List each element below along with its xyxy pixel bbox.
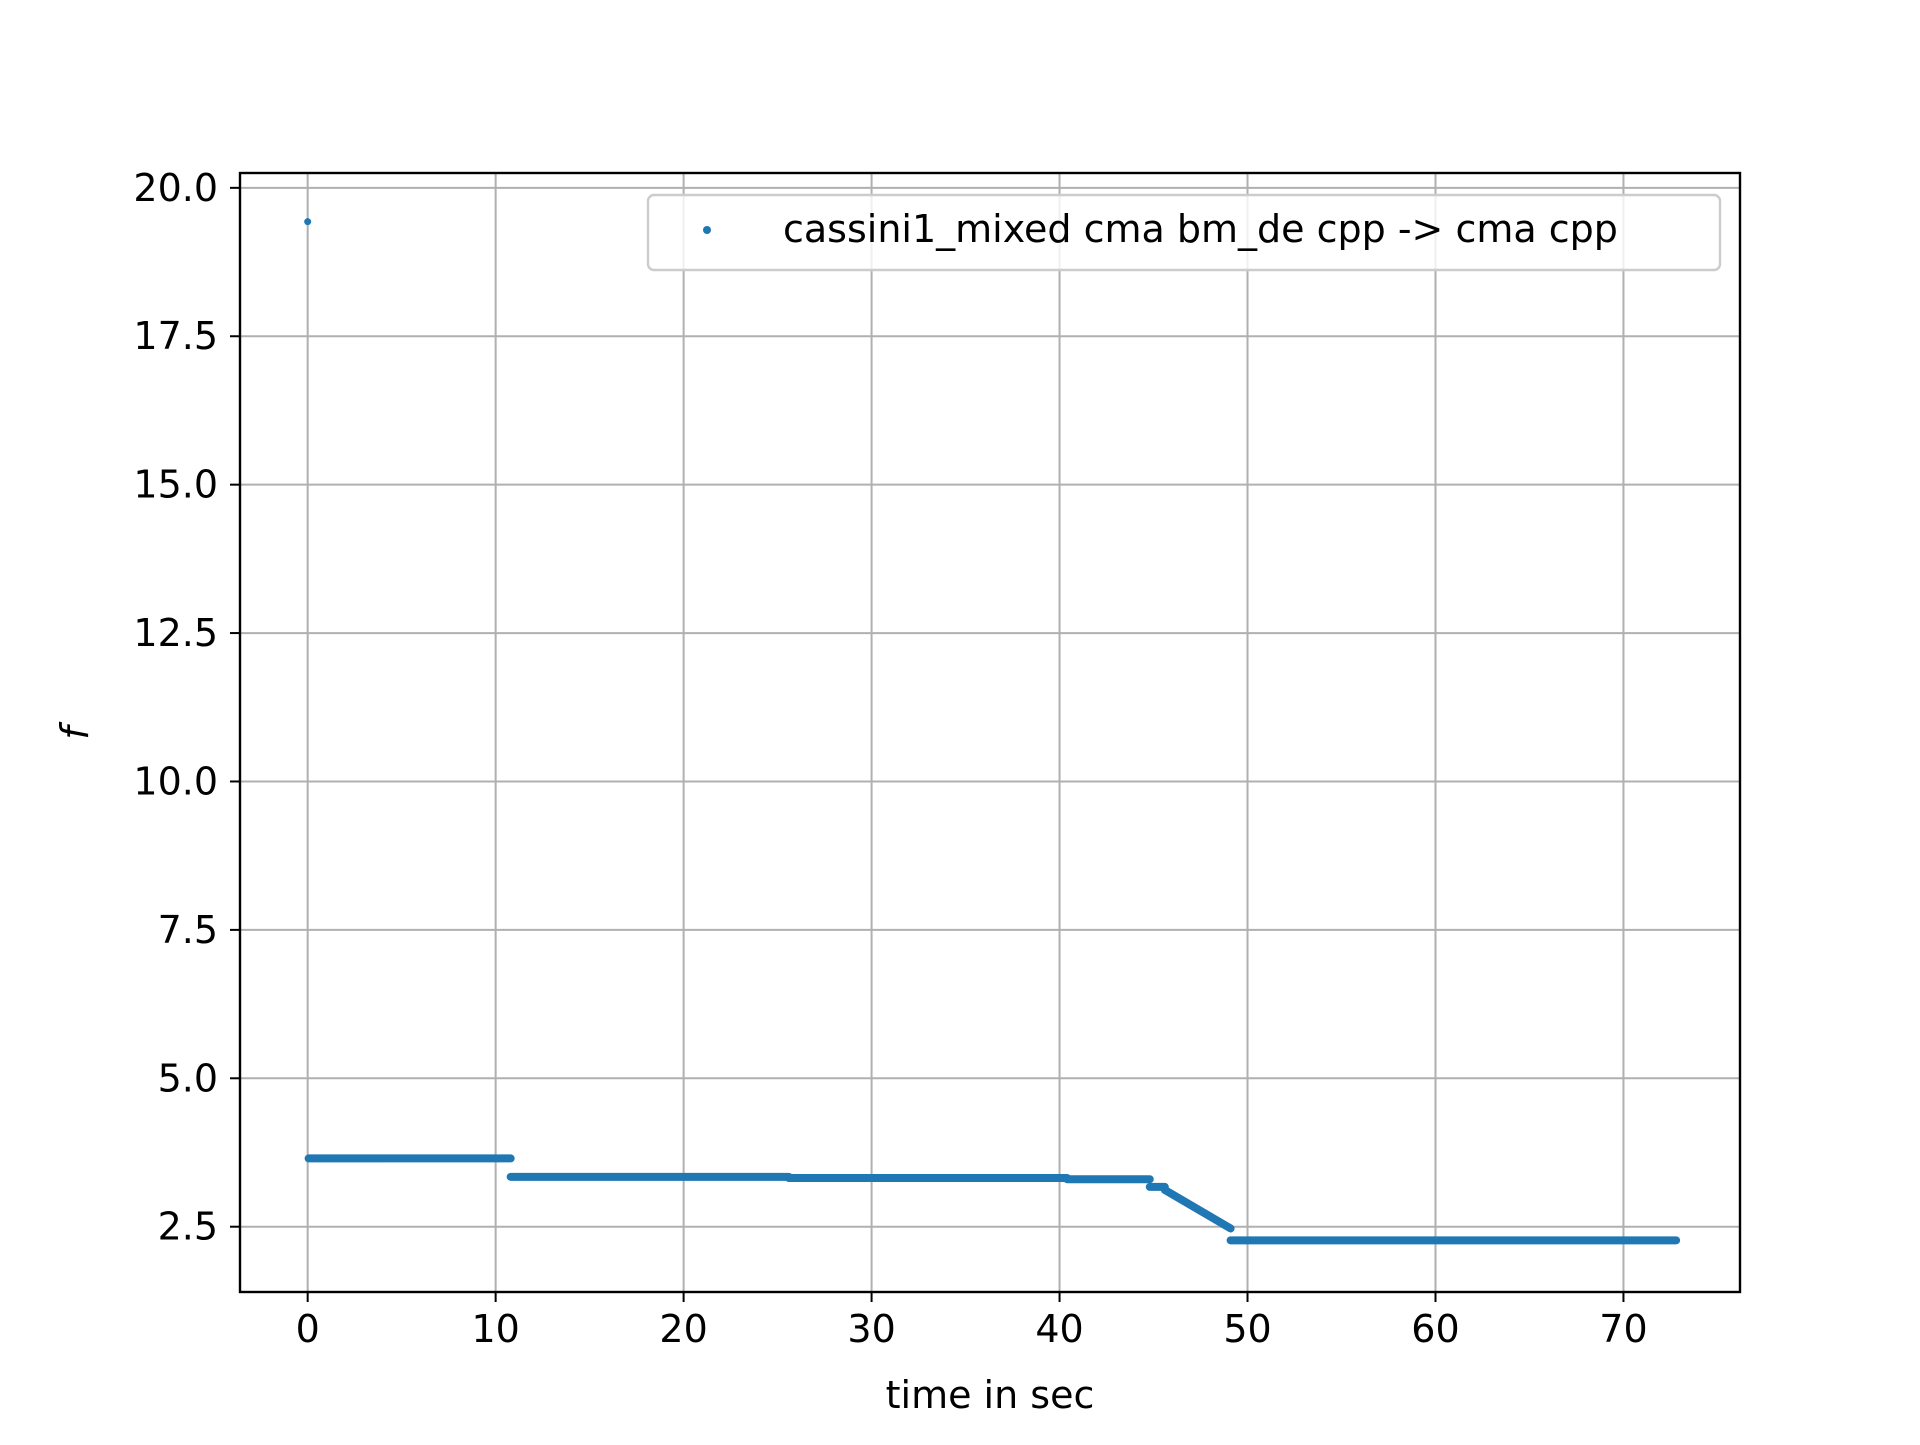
y-tick-label: 15.0 [133, 463, 218, 507]
legend-marker [703, 226, 711, 234]
x-tick-label: 0 [296, 1307, 320, 1351]
y-tick-label: 10.0 [133, 759, 218, 803]
legend-label: cassini1_mixed cma bm_de cpp -> cma cpp [783, 207, 1618, 251]
x-tick-label: 70 [1599, 1307, 1647, 1351]
y-tick-label: 2.5 [158, 1205, 218, 1249]
y-tick-label: 7.5 [158, 908, 218, 952]
x-tick-label: 40 [1035, 1307, 1083, 1351]
grid [240, 173, 1740, 1292]
legend: cassini1_mixed cma bm_de cpp -> cma cpp [646, 193, 1722, 272]
data-point [304, 218, 312, 226]
x-tick-label: 60 [1411, 1307, 1459, 1351]
y-axis: 2.5 5.0 7.5 10.0 12.5 15.0 17.5 20.0 [133, 166, 240, 1249]
y-tick-label: 12.5 [133, 611, 218, 655]
x-tick-label: 10 [471, 1307, 519, 1351]
data-layer [304, 218, 1681, 1245]
x-tick-label: 30 [847, 1307, 895, 1351]
plot-area-frame [238, 171, 1742, 1294]
x-axis: 0 10 20 30 40 50 60 70 [296, 1292, 1648, 1351]
x-tick-label: 50 [1223, 1307, 1271, 1351]
x-tick-label: 20 [659, 1307, 707, 1351]
y-tick-label: 5.0 [158, 1056, 218, 1100]
x-axis-label: time in sec [886, 1373, 1095, 1417]
legend-box [646, 193, 1722, 272]
y-tick-label: 20.0 [133, 166, 218, 210]
y-tick-label: 17.5 [133, 314, 218, 358]
data-run [1160, 1185, 1235, 1233]
